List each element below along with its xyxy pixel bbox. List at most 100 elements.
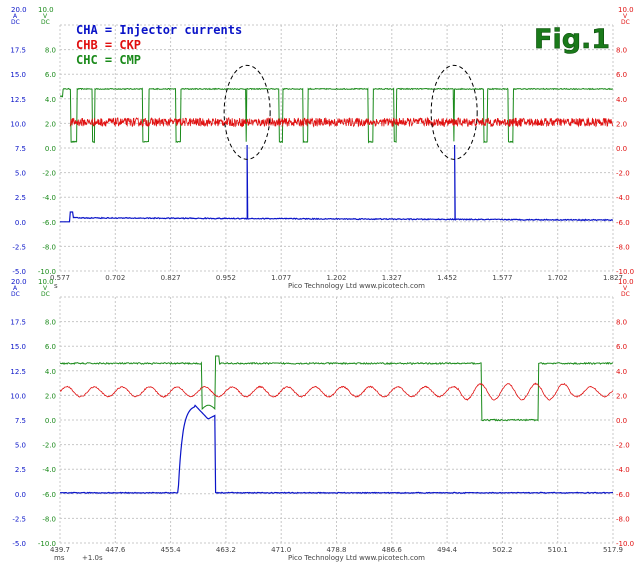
- axis-b-tick: -6.0: [616, 491, 630, 499]
- x-axis-unit: ms: [54, 554, 65, 562]
- x-tick-label: 0.952: [216, 274, 236, 282]
- x-tick-label: 471.0: [271, 546, 291, 554]
- axis-a-tick: 2.5: [15, 466, 26, 474]
- x-tick-label: 1.327: [382, 274, 402, 282]
- axis-b-tick: -6.0: [616, 219, 630, 227]
- axis-b-tick: 0.0: [616, 417, 627, 425]
- axis-a-unit-letter: A: [13, 285, 18, 292]
- axis-a-tick: 17.5: [10, 47, 26, 55]
- x-tick-label: 486.6: [382, 546, 403, 554]
- legend-cha: CHA = Injector currents: [76, 23, 242, 37]
- x-tick-label: 1.577: [492, 274, 512, 282]
- legend-chb: CHB = CKP: [76, 38, 141, 52]
- axis-b-unit-dc: DC: [621, 291, 630, 298]
- axis-a-tick: 15.0: [10, 343, 26, 351]
- axis-a-tick: 12.5: [10, 96, 26, 104]
- legend: CHA = Injector currents CHB = CKP CHC = …: [76, 23, 242, 67]
- axis-a-tick: -5.0: [12, 540, 26, 548]
- axis-a-tick: 5.0: [15, 170, 26, 178]
- x-tick-label: 439.7: [50, 546, 70, 554]
- axis-b-label: 10.0: [618, 6, 634, 14]
- axis-c-tick: -10.0: [38, 268, 56, 276]
- legend-chc: CHC = CMP: [76, 53, 141, 67]
- axis-c-tick: 6.0: [45, 71, 56, 79]
- axis-c-tick: -6.0: [42, 219, 56, 227]
- x-tick-label: 502.2: [492, 546, 512, 554]
- axis-a-tick: 7.5: [15, 145, 26, 153]
- axis-b-tick: 4.0: [616, 368, 627, 376]
- axis-c-tick: -2.0: [42, 170, 56, 178]
- axis-a-tick: 17.5: [10, 319, 26, 327]
- x-axis-offset: +1.0s: [82, 554, 103, 562]
- ckp-trace: [60, 382, 613, 401]
- axis-b-tick: 6.0: [616, 71, 627, 79]
- axis-b-tick: 8.0: [616, 319, 627, 327]
- x-tick-label: 1.452: [437, 274, 457, 282]
- x-axis-unit: s: [54, 282, 58, 290]
- x-tick-label: 0.827: [161, 274, 181, 282]
- axis-a-unit-letter: A: [13, 13, 18, 20]
- axis-c-tick: -10.0: [38, 540, 56, 548]
- x-tick-label: 1.077: [271, 274, 291, 282]
- x-tick-label: 517.9: [603, 546, 623, 554]
- axis-b-tick: -8.0: [616, 515, 630, 523]
- injector-current-trace: [60, 144, 613, 223]
- x-tick-label: 1.202: [326, 274, 346, 282]
- axis-c-tick: 6.0: [45, 343, 56, 351]
- axis-c-tick: -8.0: [42, 515, 56, 523]
- axis-b-tick: -2.0: [616, 442, 630, 450]
- axis-a-tick: 10.0: [10, 120, 26, 128]
- x-tick-label: 0.577: [50, 274, 70, 282]
- axis-b-tick: 8.0: [616, 47, 627, 55]
- x-tick-label: 455.4: [161, 546, 182, 554]
- axis-b-label: 10.0: [618, 278, 634, 286]
- axis-c-tick: 0.0: [45, 145, 56, 153]
- axis-a-tick: 0.0: [15, 219, 26, 227]
- axis-b-tick: 2.0: [616, 392, 627, 400]
- figure-label: Fig.1: [534, 24, 610, 55]
- injector-current-trace: [60, 404, 613, 494]
- axis-c-label: 10.0: [38, 278, 54, 286]
- axis-c-tick: 4.0: [45, 368, 56, 376]
- axis-a-tick: 12.5: [10, 368, 26, 376]
- ckp-trace: [69, 116, 613, 128]
- axis-c-unit-dc: DC: [41, 19, 50, 26]
- axis-a-label: 20.0: [11, 278, 27, 286]
- axis-c-tick: 4.0: [45, 96, 56, 104]
- axis-a-tick: -2.5: [12, 243, 26, 251]
- annotation-ellipse: [430, 64, 478, 160]
- x-tick-label: 463.2: [216, 546, 236, 554]
- axis-c-tick: -6.0: [42, 491, 56, 499]
- axis-b-tick: 6.0: [616, 343, 627, 351]
- axis-a-tick: 5.0: [15, 442, 26, 450]
- axis-b-tick: -2.0: [616, 170, 630, 178]
- axis-b-tick: -4.0: [616, 194, 630, 202]
- x-tick-label: 510.1: [548, 546, 568, 554]
- axis-a-tick: -2.5: [12, 515, 26, 523]
- axis-c-tick: 8.0: [45, 319, 56, 327]
- x-tick-label: 478.8: [326, 546, 346, 554]
- axis-c-label: 10.0: [38, 6, 54, 14]
- axis-b-tick: 0.0: [616, 145, 627, 153]
- axis-a-tick: 10.0: [10, 392, 26, 400]
- axis-a-tick: -5.0: [12, 268, 26, 276]
- axis-c-tick: 2.0: [45, 120, 56, 128]
- axis-c-tick: -4.0: [42, 466, 56, 474]
- cmp-trace: [60, 87, 613, 144]
- x-tick-label: 494.4: [437, 546, 458, 554]
- axis-b-unit-letter: V: [623, 13, 628, 20]
- axis-b-tick: 4.0: [616, 96, 627, 104]
- axis-b-tick: 2.0: [616, 120, 627, 128]
- axis-c-tick: 8.0: [45, 47, 56, 55]
- annotation-ellipse: [223, 64, 271, 160]
- axis-a-unit-dc: DC: [11, 19, 20, 26]
- footer-credit: Pico Technology Ltd www.picotech.com: [288, 282, 425, 290]
- axis-a-label: 20.0: [11, 6, 27, 14]
- axis-c-tick: -8.0: [42, 243, 56, 251]
- axis-c-tick: -2.0: [42, 442, 56, 450]
- axis-a-tick: 7.5: [15, 417, 26, 425]
